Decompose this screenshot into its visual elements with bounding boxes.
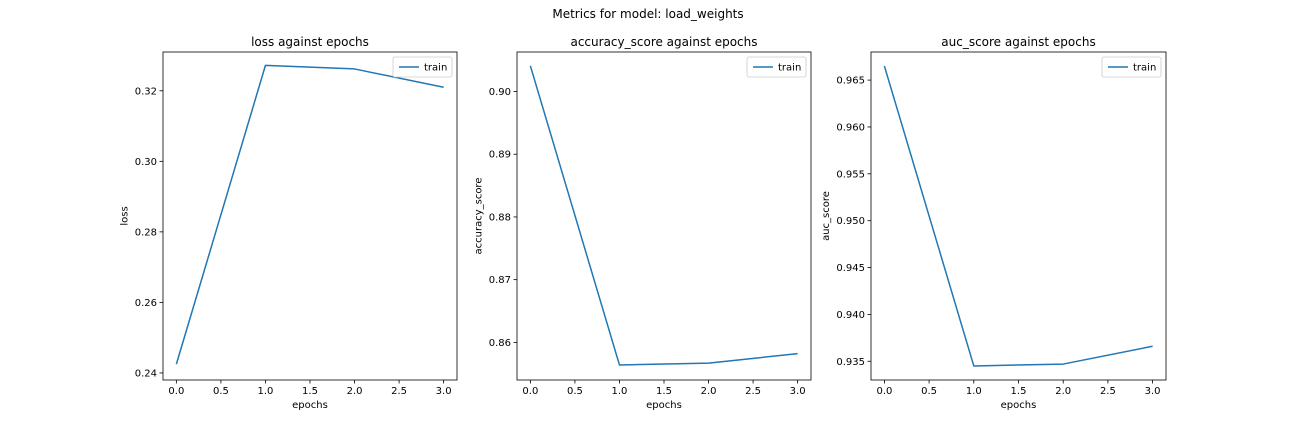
x-tick-label: 2.5 — [391, 386, 407, 397]
y-axis-label: auc_score — [821, 191, 832, 241]
x-tick-label: 2.0 — [701, 386, 717, 397]
y-tick-label: 0.28 — [135, 227, 157, 238]
x-tick-label: 1.0 — [966, 386, 982, 397]
x-tick-label: 2.5 — [745, 386, 761, 397]
x-tick-label: 1.5 — [656, 386, 672, 397]
y-tick-label: 0.30 — [135, 157, 157, 168]
x-tick-label: 3.0 — [790, 386, 806, 397]
series-line-1 — [529, 65, 798, 366]
x-tick-label: 0.0 — [876, 386, 892, 397]
x-tick-label: 2.0 — [347, 386, 363, 397]
y-tick-label: 0.88 — [489, 212, 511, 223]
legend-entry-label: train — [1133, 63, 1156, 74]
y-tick-label: 0.955 — [836, 169, 865, 180]
y-axis-label: accuracy_score — [473, 178, 484, 255]
x-axis-label: epochs — [1001, 400, 1037, 411]
x-tick-label: 0.5 — [921, 386, 937, 397]
y-tick-label: 0.86 — [489, 338, 511, 349]
x-tick-label: 2.0 — [1055, 386, 1071, 397]
y-tick-label: 0.87 — [489, 275, 511, 286]
axes-frame — [516, 51, 812, 381]
legend-box — [746, 56, 807, 78]
y-tick-label: 0.945 — [836, 263, 865, 274]
x-tick-label: 3.0 — [1145, 386, 1161, 397]
legend-entry-label: train — [424, 63, 447, 74]
y-tick-label: 0.940 — [836, 310, 865, 321]
y-tick-label: 0.935 — [836, 357, 865, 368]
axes-frame — [162, 51, 458, 381]
x-tick-label: 0.5 — [213, 386, 229, 397]
x-tick-label: 0.5 — [567, 386, 583, 397]
x-tick-label: 0.0 — [168, 386, 184, 397]
x-tick-label: 1.0 — [612, 386, 628, 397]
legend: train — [1101, 56, 1162, 78]
y-tick-label: 0.960 — [836, 122, 865, 133]
y-tick-label: 0.950 — [836, 216, 865, 227]
x-tick-label: 1.5 — [1011, 386, 1027, 397]
x-tick-label: 2.5 — [1100, 386, 1116, 397]
legend-box — [392, 56, 453, 78]
figure-suptitle: Metrics for model: load_weights — [552, 7, 744, 21]
series-line-1 — [883, 65, 1153, 367]
legend-entry-label: train — [778, 63, 801, 74]
x-tick-label: 3.0 — [436, 386, 452, 397]
y-tick-label: 0.32 — [135, 86, 157, 97]
x-tick-label: 0.0 — [522, 386, 538, 397]
series-line-1 — [175, 64, 444, 365]
x-tick-label: 1.0 — [258, 386, 274, 397]
y-tick-label: 0.89 — [489, 150, 511, 161]
legend-box — [1101, 56, 1162, 78]
chart-title: auc_score against epochs — [941, 35, 1095, 49]
axes-frame — [870, 51, 1167, 381]
chart-title: loss against epochs — [251, 35, 369, 49]
chart-panel-2: accuracy_score against epochs 0.0 0.5 1.0 1.… — [473, 35, 812, 411]
legend: train — [746, 56, 807, 78]
y-tick-label: 0.965 — [836, 76, 865, 87]
y-axis-label: loss — [119, 206, 130, 225]
x-axis-label: epochs — [646, 400, 682, 411]
y-tick-label: 0.90 — [489, 87, 511, 98]
y-tick-label: 0.26 — [135, 298, 157, 309]
legend: train — [392, 56, 453, 78]
chart-panel-1: loss against epochs 0.0 0.5 1.0 1.5 2.0 2.5 3.0… — [119, 35, 458, 411]
x-tick-label: 1.5 — [302, 386, 318, 397]
chart-title: accuracy_score against epochs — [570, 35, 757, 49]
y-tick-label: 0.24 — [135, 368, 157, 379]
x-axis-label: epochs — [292, 400, 328, 411]
chart-panel-3: auc_score against epochs 0.0 0.5 1.0 1.5 2.0 2… — [821, 35, 1167, 411]
